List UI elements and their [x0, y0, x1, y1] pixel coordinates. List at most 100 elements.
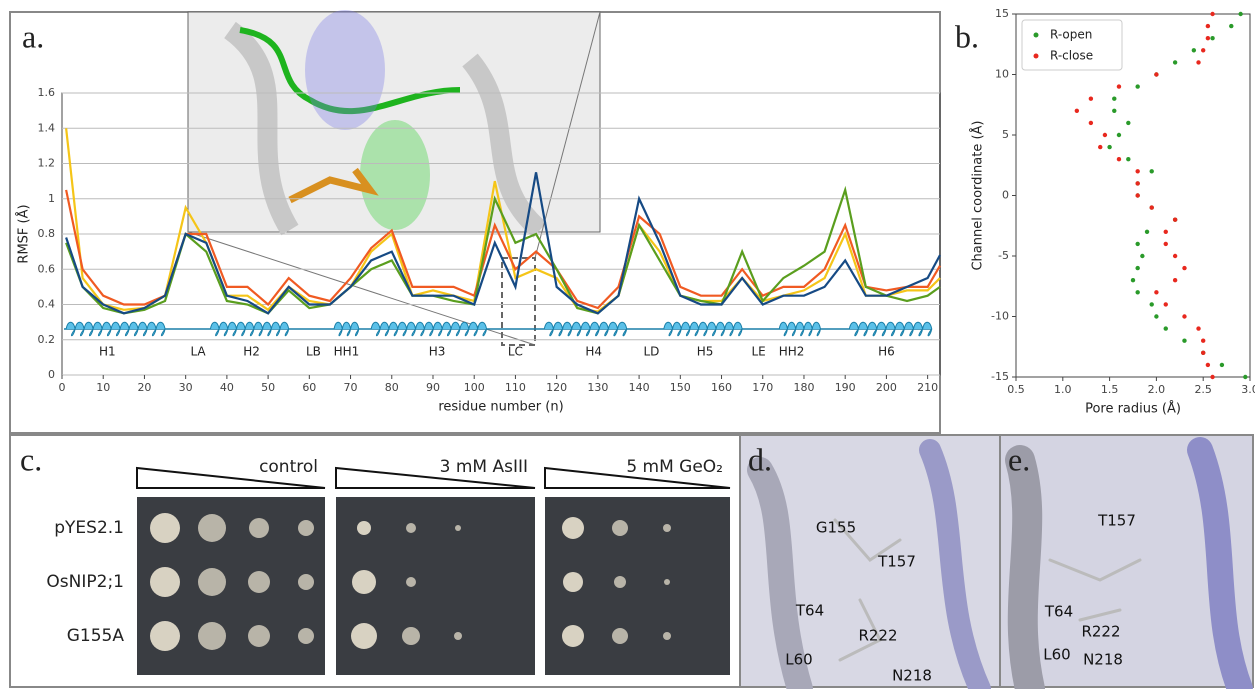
segment-label: H1: [99, 345, 116, 359]
helix: [371, 322, 486, 336]
point: [1164, 230, 1168, 234]
point: [1182, 314, 1186, 318]
residue-label: L60: [1043, 646, 1070, 664]
x-axis-label: residue number (n): [438, 400, 563, 415]
x-tick-label: 160: [711, 381, 732, 394]
point: [1238, 12, 1242, 16]
x-tick-label: 1.0: [1054, 383, 1072, 396]
colony-spot: [612, 628, 628, 644]
point: [1103, 133, 1107, 137]
x-tick-label: 120: [546, 381, 567, 394]
residue-label: N218: [1083, 651, 1123, 669]
segment-label: LE: [751, 345, 765, 359]
y-tick-label: 0.4: [38, 298, 56, 311]
row-label: G155A: [67, 626, 125, 646]
point: [1089, 97, 1093, 101]
x-tick-label: 3.0: [1241, 383, 1255, 396]
point: [1135, 181, 1139, 185]
x-tick-label: 80: [385, 381, 399, 394]
colony-spot: [406, 577, 416, 587]
point: [1112, 109, 1116, 113]
legend-marker: [1034, 33, 1039, 38]
point: [1089, 121, 1093, 125]
y-tick-label: 0.8: [38, 227, 56, 240]
x-tick-label: 50: [261, 381, 275, 394]
panel-label: b.: [955, 18, 979, 54]
point: [1154, 290, 1158, 294]
x-tick-label: 90: [426, 381, 440, 394]
panel-label: c.: [20, 441, 42, 477]
x-tick-label: 180: [793, 381, 814, 394]
point: [1112, 97, 1116, 101]
residue-label: G155: [816, 519, 856, 537]
row-label: OsNIP2;1: [46, 572, 124, 592]
x-tick-label: 130: [587, 381, 608, 394]
point: [1135, 242, 1139, 246]
y-tick-label: 1.2: [38, 157, 56, 170]
colony-spot: [562, 517, 584, 539]
residue-label: L60: [785, 651, 812, 669]
point: [1206, 36, 1210, 40]
x-tick-label: 0: [59, 381, 66, 394]
point: [1154, 72, 1158, 76]
point: [1150, 205, 1154, 209]
segment-label: H5: [697, 345, 714, 359]
column-label: control: [259, 457, 318, 477]
point: [1135, 290, 1139, 294]
colony-spot: [562, 625, 584, 647]
point: [1201, 351, 1205, 355]
figure: a. b. c. d. e. 00.20.40.60.811.21.41.601…: [0, 0, 1255, 689]
panel-label: d.: [748, 441, 772, 477]
residue-label: T157: [877, 553, 916, 571]
legend-marker: [1034, 54, 1039, 59]
x-tick-label: 110: [505, 381, 526, 394]
colony-spot: [402, 627, 420, 645]
y-axis-label: RMSF (Å): [16, 204, 32, 263]
x-tick-label: 2.5: [1194, 383, 1212, 396]
point: [1182, 266, 1186, 270]
y-tick-label: -5: [998, 249, 1009, 262]
point: [1135, 193, 1139, 197]
point: [1196, 60, 1200, 64]
segment-label: H3: [429, 345, 446, 359]
point: [1229, 24, 1233, 28]
colony-spot: [351, 623, 377, 649]
point: [1196, 326, 1200, 330]
colony-spot: [150, 567, 180, 597]
residue-label: R222: [858, 627, 897, 645]
x-tick-label: 1.5: [1101, 383, 1119, 396]
colony-spot: [248, 625, 270, 647]
y-tick-label: 1.6: [38, 86, 56, 99]
point: [1164, 302, 1168, 306]
segment-label: H2: [243, 345, 260, 359]
helix: [849, 322, 931, 336]
y-tick-label: -15: [991, 370, 1009, 383]
colony-spot: [406, 523, 416, 533]
colony-spot: [150, 621, 180, 651]
point: [1131, 278, 1135, 282]
point: [1173, 218, 1177, 222]
y-tick-label: 10: [995, 68, 1009, 81]
x-tick-label: 140: [629, 381, 650, 394]
x-tick-label: 10: [96, 381, 110, 394]
colony-spot: [150, 513, 180, 543]
x-tick-label: 0.5: [1007, 383, 1025, 396]
column-label: 5 mM GeO₂: [626, 457, 723, 477]
x-tick-label: 150: [670, 381, 691, 394]
point: [1210, 375, 1214, 379]
panel-label: a.: [22, 18, 44, 54]
residue-label: N218: [892, 667, 932, 685]
colony-spot: [663, 524, 671, 532]
segment-label: LD: [643, 345, 659, 359]
residue-label: R222: [1081, 623, 1120, 641]
x-tick-label: 190: [835, 381, 856, 394]
segment-label: H6: [878, 345, 895, 359]
colony-spot: [352, 570, 376, 594]
residue-label: T157: [1097, 512, 1136, 530]
segment-label: LA: [190, 345, 206, 359]
helix: [334, 322, 359, 336]
colony-spot: [198, 568, 226, 596]
helix: [664, 322, 742, 336]
panel-label: e.: [1008, 441, 1030, 477]
residue-label: T64: [795, 602, 824, 620]
